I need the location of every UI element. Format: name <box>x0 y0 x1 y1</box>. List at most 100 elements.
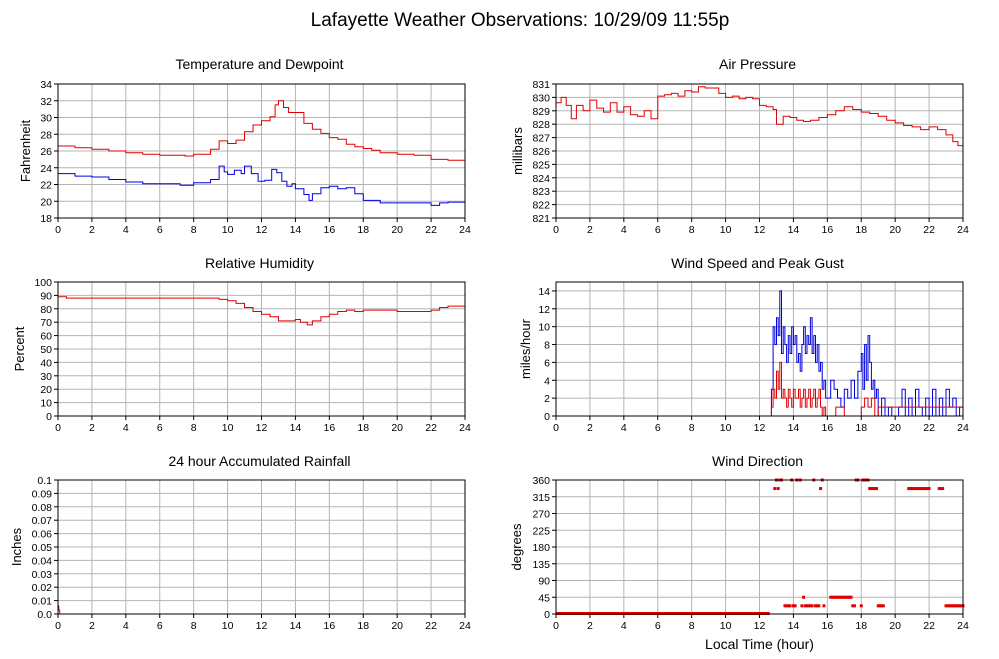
temp-xtick-label: 22 <box>425 224 437 236</box>
direction-point <box>847 595 851 599</box>
humidity-xtick-label: 0 <box>55 422 61 434</box>
direction-point <box>914 487 918 491</box>
direction-point <box>920 487 924 491</box>
direction-point <box>871 487 875 491</box>
direction-point <box>944 604 948 608</box>
direction-point <box>907 487 911 491</box>
humidity-xtick-label: 2 <box>89 422 95 434</box>
direction-point <box>917 487 921 491</box>
humidity-ytick-label: 40 <box>40 357 52 369</box>
direction-point <box>946 604 950 608</box>
direction-point <box>822 604 826 608</box>
direction-point <box>851 604 855 608</box>
pressure-xtick-label: 24 <box>957 224 969 236</box>
temp-xtick-label: 2 <box>89 224 95 236</box>
direction-point <box>849 595 853 599</box>
wind-xtick-label: 6 <box>655 422 661 434</box>
humidity-xtick-label: 4 <box>123 422 129 434</box>
temp-title: Temperature and Dewpoint <box>175 56 343 72</box>
direction-point <box>922 487 926 491</box>
rain-ytick-label: 0.04 <box>32 555 53 567</box>
wind-xtick-label: 16 <box>821 422 833 434</box>
wind-ytick-label: 10 <box>538 322 550 334</box>
direction-point <box>859 604 863 608</box>
temp-ytick-label: 20 <box>40 196 52 208</box>
temp-ytick-label: 18 <box>40 213 52 225</box>
temp-xtick-label: 12 <box>256 224 268 236</box>
temp-series-blue <box>58 165 466 206</box>
pressure-xtick-label: 8 <box>689 224 695 236</box>
pressure-xtick-label: 10 <box>720 224 732 236</box>
rain-ytick-label: 0.08 <box>32 502 53 514</box>
pressure-xtick-label: 6 <box>655 224 661 236</box>
direction-point <box>786 604 790 608</box>
direction-point <box>951 604 955 608</box>
direction-point <box>958 604 962 608</box>
temp-series-red <box>58 100 466 164</box>
wind-xtick-label: 0 <box>553 422 559 434</box>
pressure-xtick-label: 14 <box>788 224 800 236</box>
direction-ytick-label: 360 <box>532 475 550 487</box>
direction-point <box>773 487 777 491</box>
temp-ytick-label: 34 <box>40 79 52 91</box>
wind-title: Wind Speed and Peak Gust <box>671 255 844 271</box>
temp-ytick-label: 30 <box>40 113 52 125</box>
rain-xtick-label: 4 <box>123 620 129 632</box>
wind-ytick-label: 14 <box>538 286 550 298</box>
pressure-ytick-label: 827 <box>532 133 550 145</box>
humidity-xtick-label: 12 <box>256 422 268 434</box>
direction-xtick-label: 12 <box>754 620 766 632</box>
direction-point <box>807 604 811 608</box>
wind-xtick-label: 22 <box>923 422 935 434</box>
humidity-xtick-label: 16 <box>323 422 335 434</box>
rain-ytick-label: 0.09 <box>32 488 53 500</box>
direction-xtick-label: 18 <box>855 620 867 632</box>
direction-point <box>785 604 789 608</box>
direction-point <box>910 487 914 491</box>
humidity-ylabel: Percent <box>12 326 27 371</box>
rain-xtick-label: 8 <box>191 620 197 632</box>
pressure-xtick-label: 2 <box>587 224 593 236</box>
humidity-title: Relative Humidity <box>205 255 314 271</box>
temp-xtick-label: 10 <box>222 224 234 236</box>
direction-point <box>852 604 856 608</box>
direction-point <box>875 487 879 491</box>
direction-xtick-label: 22 <box>923 620 935 632</box>
direction-point <box>829 595 833 599</box>
direction-xtick-label: 2 <box>587 620 593 632</box>
humidity-xtick-label: 18 <box>357 422 369 434</box>
pressure-ytick-label: 823 <box>532 186 550 198</box>
pressure-ytick-label: 821 <box>532 213 550 225</box>
direction-point <box>830 595 834 599</box>
direction-point <box>808 604 812 608</box>
direction-xtick-label: 10 <box>720 620 732 632</box>
direction-point <box>810 604 814 608</box>
wind-xtick-label: 2 <box>587 422 593 434</box>
humidity-xtick-label: 20 <box>391 422 403 434</box>
rain-ylabel: Inches <box>9 527 24 566</box>
rain-xtick-label: 20 <box>391 620 403 632</box>
pressure-title: Air Pressure <box>719 56 796 72</box>
direction-point <box>815 604 819 608</box>
rain-title: 24 hour Accumulated Rainfall <box>168 453 350 469</box>
temp-xtick-label: 4 <box>123 224 129 236</box>
humidity-xtick-label: 22 <box>425 422 437 434</box>
direction-point <box>947 604 951 608</box>
direction-point <box>941 487 945 491</box>
pressure-series-red <box>556 86 964 147</box>
pressure-ytick-label: 825 <box>532 159 550 171</box>
wind-ytick-label: 8 <box>544 340 550 352</box>
direction-ytick-label: 180 <box>532 542 550 554</box>
temp-xtick-label: 24 <box>459 224 471 236</box>
rain-ytick-label: 0.0 <box>37 609 52 621</box>
rain-xtick-label: 14 <box>290 620 302 632</box>
direction-xtick-label: 20 <box>889 620 901 632</box>
humidity-xtick-label: 10 <box>222 422 234 434</box>
direction-point <box>959 604 963 608</box>
direction-point <box>912 487 916 491</box>
temp-xtick-label: 8 <box>191 224 197 236</box>
humidity-xtick-label: 6 <box>157 422 163 434</box>
